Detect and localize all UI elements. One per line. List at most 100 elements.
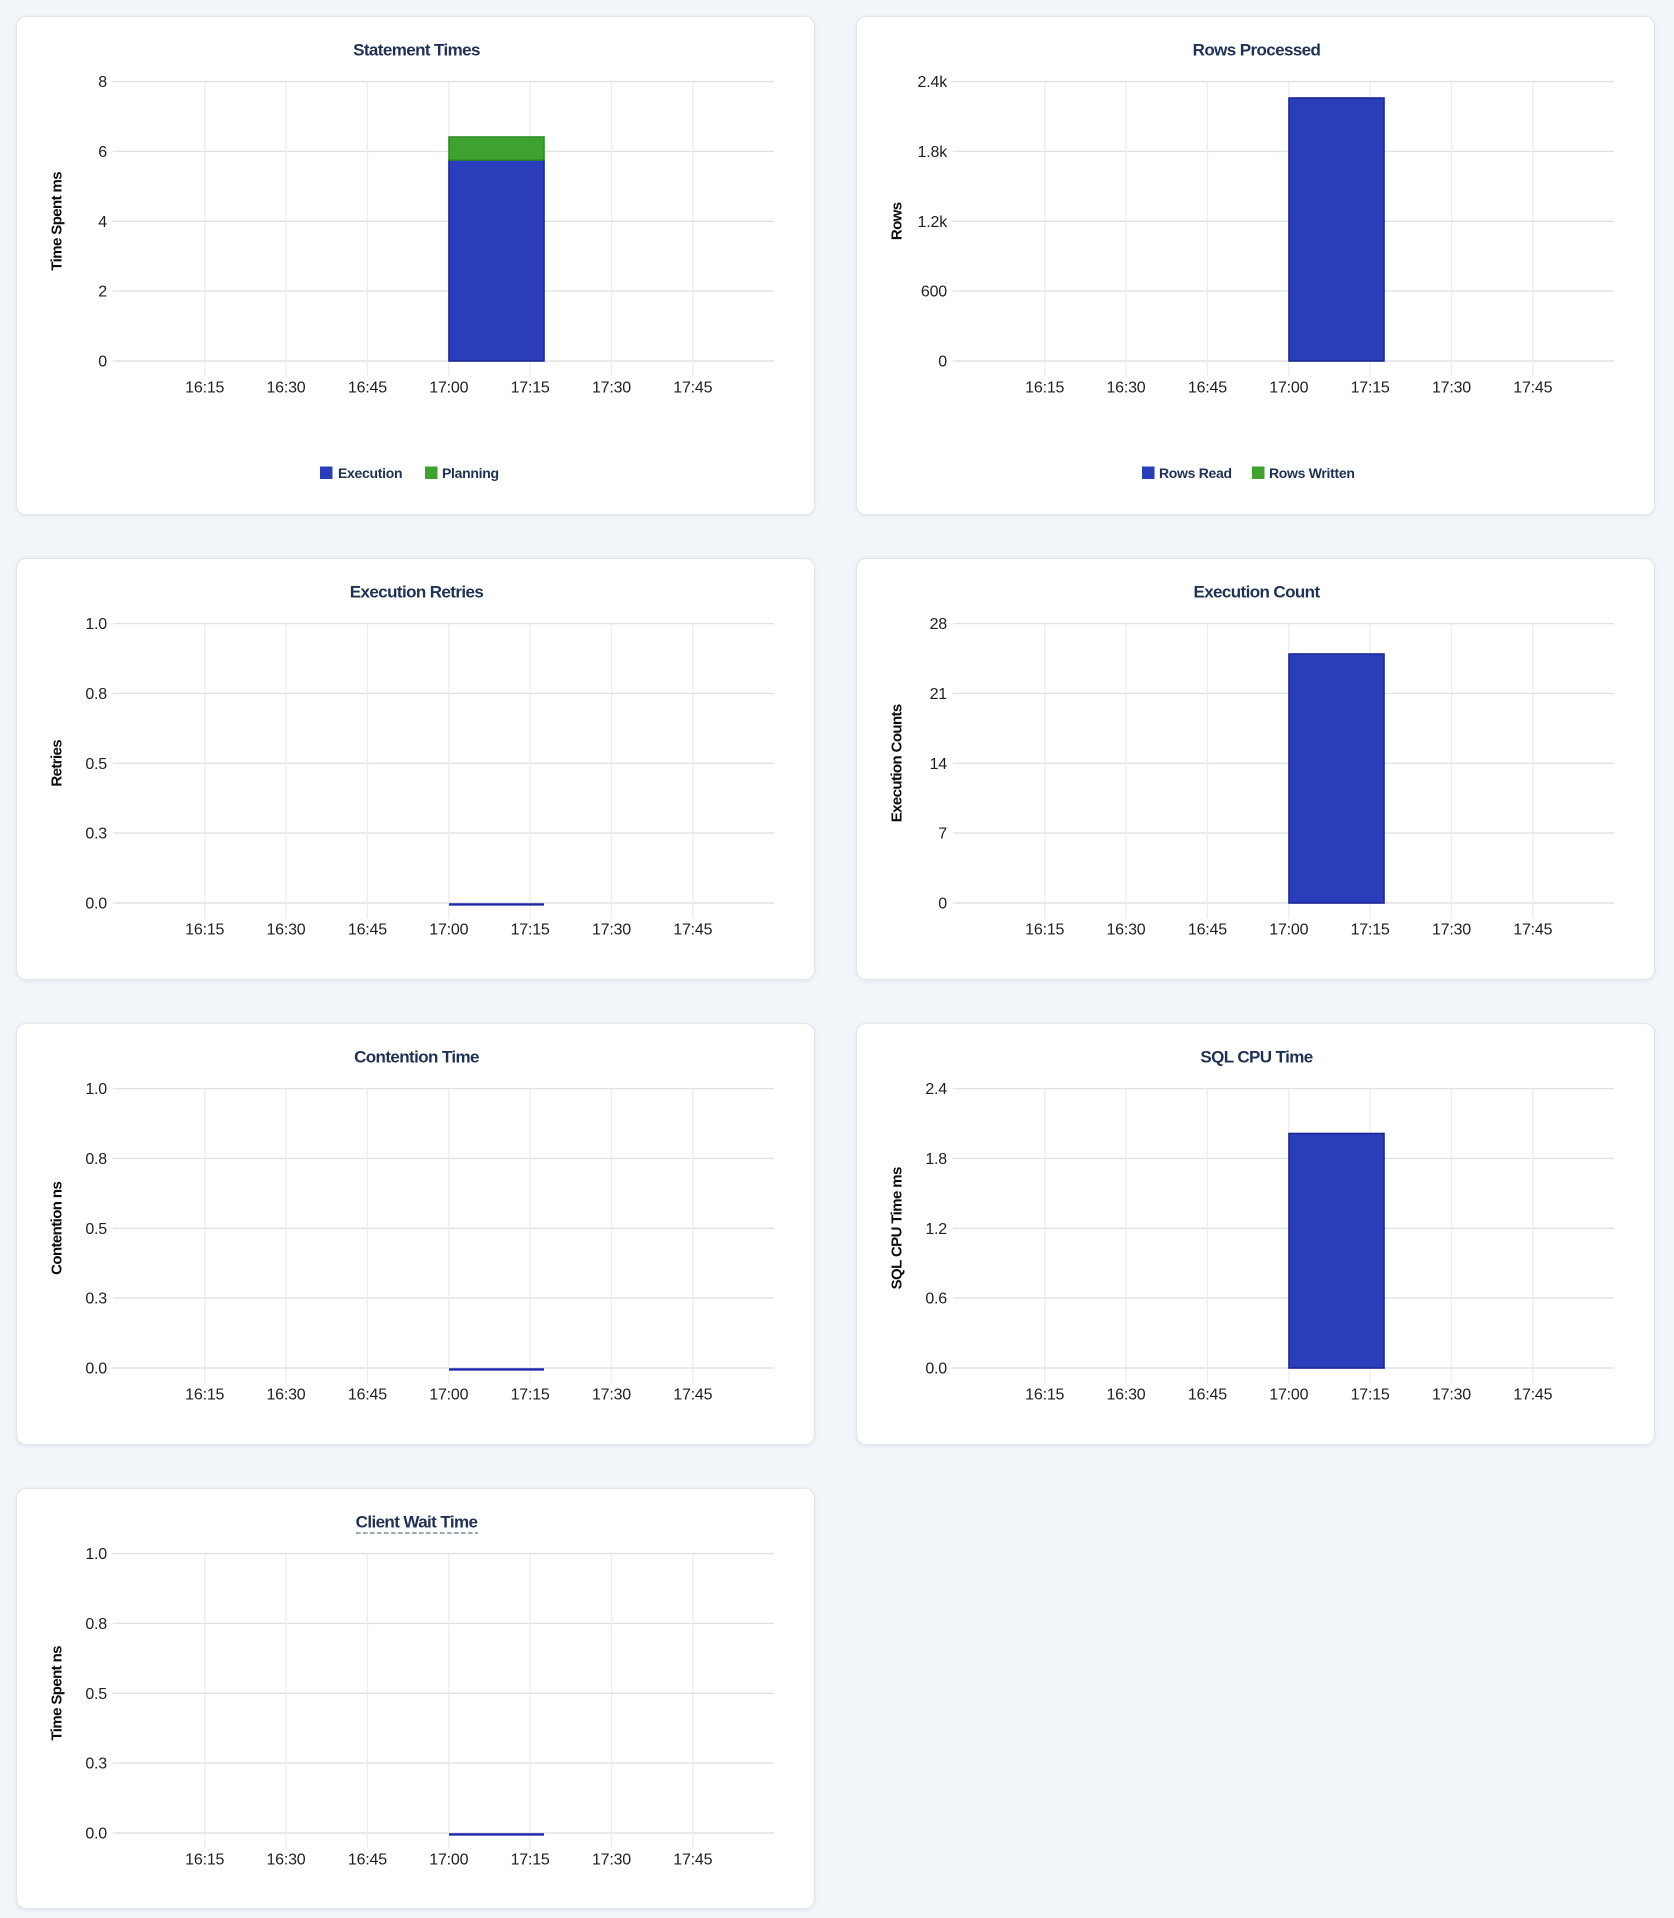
svg-text:17:00: 17:00 bbox=[1269, 1387, 1308, 1404]
svg-text:17:00: 17:00 bbox=[429, 922, 468, 939]
svg-text:0.3: 0.3 bbox=[85, 1291, 107, 1308]
svg-text:16:45: 16:45 bbox=[348, 922, 387, 939]
svg-text:17:15: 17:15 bbox=[1351, 1387, 1390, 1404]
svg-text:1.2k: 1.2k bbox=[918, 214, 949, 231]
svg-text:17:45: 17:45 bbox=[1513, 922, 1552, 939]
svg-text:6: 6 bbox=[98, 144, 107, 161]
svg-text:1.0: 1.0 bbox=[85, 616, 107, 633]
svg-text:17:45: 17:45 bbox=[673, 922, 712, 939]
svg-text:0.8: 0.8 bbox=[85, 1616, 107, 1633]
svg-text:Contention Time: Contention Time bbox=[354, 1048, 479, 1067]
svg-text:17:45: 17:45 bbox=[673, 1852, 712, 1869]
svg-text:17:00: 17:00 bbox=[1269, 380, 1308, 397]
svg-text:16:15: 16:15 bbox=[1025, 1387, 1064, 1404]
svg-text:16:15: 16:15 bbox=[185, 1852, 224, 1869]
svg-text:600: 600 bbox=[921, 284, 947, 301]
svg-text:Rows Processed: Rows Processed bbox=[1193, 41, 1321, 60]
svg-text:1.8: 1.8 bbox=[925, 1151, 947, 1168]
svg-text:7: 7 bbox=[938, 826, 947, 843]
svg-text:16:30: 16:30 bbox=[1106, 1387, 1145, 1404]
svg-text:4: 4 bbox=[98, 214, 107, 231]
svg-text:0.0: 0.0 bbox=[925, 1361, 947, 1378]
svg-text:Planning: Planning bbox=[442, 465, 499, 481]
svg-text:2: 2 bbox=[98, 284, 107, 301]
svg-text:17:45: 17:45 bbox=[1513, 380, 1552, 397]
svg-text:17:15: 17:15 bbox=[511, 380, 550, 397]
svg-text:17:45: 17:45 bbox=[673, 1387, 712, 1404]
svg-text:0: 0 bbox=[938, 896, 947, 913]
svg-text:17:15: 17:15 bbox=[511, 1387, 550, 1404]
svg-text:17:45: 17:45 bbox=[1513, 1387, 1552, 1404]
svg-text:0.0: 0.0 bbox=[85, 1826, 107, 1843]
svg-text:Statement Times: Statement Times bbox=[353, 41, 480, 60]
svg-text:16:45: 16:45 bbox=[1188, 380, 1227, 397]
svg-text:Execution Retries: Execution Retries bbox=[350, 583, 484, 602]
svg-text:17:15: 17:15 bbox=[1351, 380, 1390, 397]
svg-text:17:30: 17:30 bbox=[592, 922, 631, 939]
svg-text:17:00: 17:00 bbox=[429, 1852, 468, 1869]
svg-text:16:30: 16:30 bbox=[266, 1852, 305, 1869]
svg-text:17:45: 17:45 bbox=[673, 380, 712, 397]
svg-text:17:30: 17:30 bbox=[1432, 1387, 1471, 1404]
svg-text:16:30: 16:30 bbox=[266, 922, 305, 939]
svg-text:Rows Read: Rows Read bbox=[1159, 465, 1232, 481]
svg-text:8: 8 bbox=[98, 74, 107, 91]
svg-text:16:45: 16:45 bbox=[1188, 1387, 1227, 1404]
svg-text:16:30: 16:30 bbox=[1106, 380, 1145, 397]
svg-text:17:30: 17:30 bbox=[592, 1387, 631, 1404]
svg-text:17:15: 17:15 bbox=[511, 922, 550, 939]
svg-text:Execution Count: Execution Count bbox=[1193, 583, 1320, 602]
svg-text:28: 28 bbox=[930, 616, 948, 633]
svg-text:Execution: Execution bbox=[338, 465, 402, 481]
svg-text:17:00: 17:00 bbox=[429, 380, 468, 397]
svg-text:0: 0 bbox=[98, 354, 107, 371]
svg-text:1.8k: 1.8k bbox=[918, 144, 949, 161]
svg-text:17:00: 17:00 bbox=[1269, 922, 1308, 939]
svg-text:2.4: 2.4 bbox=[925, 1081, 947, 1098]
svg-text:17:30: 17:30 bbox=[592, 380, 631, 397]
svg-text:0.3: 0.3 bbox=[85, 826, 107, 843]
svg-text:14: 14 bbox=[930, 756, 948, 773]
svg-text:16:15: 16:15 bbox=[185, 922, 224, 939]
svg-text:0.0: 0.0 bbox=[85, 896, 107, 913]
svg-text:Rows: Rows bbox=[889, 202, 906, 240]
svg-text:16:45: 16:45 bbox=[348, 1852, 387, 1869]
svg-text:Execution Counts: Execution Counts bbox=[889, 704, 906, 822]
svg-text:0.8: 0.8 bbox=[85, 686, 107, 703]
svg-text:2.4k: 2.4k bbox=[918, 74, 949, 91]
svg-text:17:30: 17:30 bbox=[592, 1852, 631, 1869]
svg-text:16:15: 16:15 bbox=[1025, 380, 1064, 397]
svg-text:16:15: 16:15 bbox=[185, 1387, 224, 1404]
svg-text:16:15: 16:15 bbox=[1025, 922, 1064, 939]
svg-text:21: 21 bbox=[930, 686, 948, 703]
svg-text:1.0: 1.0 bbox=[85, 1081, 107, 1098]
svg-text:17:00: 17:00 bbox=[429, 1387, 468, 1404]
svg-text:16:30: 16:30 bbox=[1106, 922, 1145, 939]
svg-text:0.3: 0.3 bbox=[85, 1756, 107, 1773]
svg-text:0.6: 0.6 bbox=[925, 1291, 947, 1308]
svg-text:0.5: 0.5 bbox=[85, 1686, 107, 1703]
svg-text:17:15: 17:15 bbox=[1351, 922, 1390, 939]
svg-text:16:45: 16:45 bbox=[348, 380, 387, 397]
svg-text:16:30: 16:30 bbox=[266, 380, 305, 397]
svg-text:17:30: 17:30 bbox=[1432, 380, 1471, 397]
svg-text:0.8: 0.8 bbox=[85, 1151, 107, 1168]
svg-text:0.5: 0.5 bbox=[85, 756, 107, 773]
svg-text:0: 0 bbox=[938, 354, 947, 371]
svg-text:1.2: 1.2 bbox=[925, 1221, 947, 1238]
svg-text:16:45: 16:45 bbox=[1188, 922, 1227, 939]
svg-text:1.0: 1.0 bbox=[85, 1546, 107, 1563]
svg-text:17:15: 17:15 bbox=[511, 1852, 550, 1869]
svg-text:16:15: 16:15 bbox=[185, 380, 224, 397]
svg-text:17:30: 17:30 bbox=[1432, 922, 1471, 939]
svg-text:Time Spent ms: Time Spent ms bbox=[49, 172, 66, 271]
svg-text:16:30: 16:30 bbox=[266, 1387, 305, 1404]
svg-text:Time Spent ns: Time Spent ns bbox=[49, 1646, 66, 1741]
svg-text:Retries: Retries bbox=[49, 740, 66, 787]
svg-text:SQL CPU Time ms: SQL CPU Time ms bbox=[889, 1167, 906, 1289]
svg-text:Client Wait Time: Client Wait Time bbox=[356, 1513, 478, 1532]
svg-text:0.0: 0.0 bbox=[85, 1361, 107, 1378]
svg-text:0.5: 0.5 bbox=[85, 1221, 107, 1238]
svg-text:Contention ns: Contention ns bbox=[49, 1182, 66, 1275]
svg-text:16:45: 16:45 bbox=[348, 1387, 387, 1404]
